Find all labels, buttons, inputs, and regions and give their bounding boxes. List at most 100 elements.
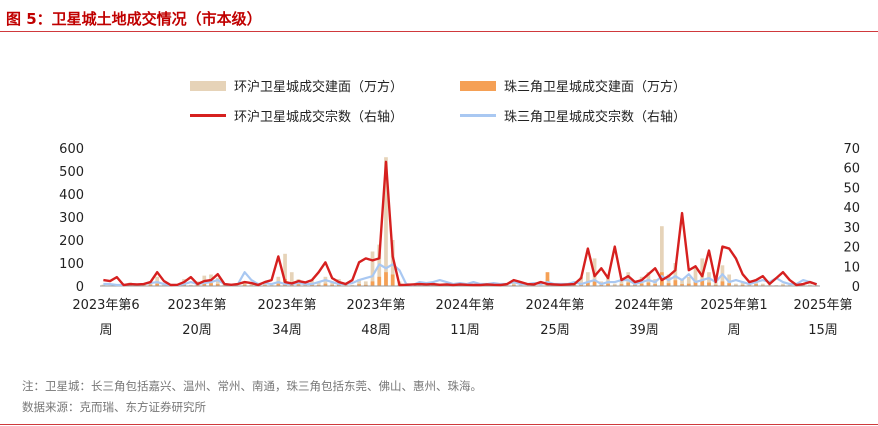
bar-prd-area bbox=[310, 284, 314, 286]
bar-yrd-area bbox=[357, 279, 361, 286]
bar-yrd-area bbox=[781, 283, 785, 286]
footnote: 注：卫星城：长三角包括嘉兴、温州、常州、南通，珠三角包括东莞、佛山、惠州、珠海。 bbox=[22, 379, 482, 393]
x-axis-tick-label: 2025年第 bbox=[793, 298, 852, 313]
bar-prd-area bbox=[384, 272, 388, 286]
bar-prd-area bbox=[363, 284, 368, 286]
bar-prd-area bbox=[700, 280, 705, 286]
bar-prd-area bbox=[673, 280, 678, 286]
left-axis-tick-label: 0 bbox=[76, 280, 84, 295]
bar-yrd-area bbox=[619, 279, 624, 286]
bar-prd-area bbox=[215, 284, 220, 286]
bar-yrd-area bbox=[263, 282, 267, 286]
legend-swatch-yrd-count bbox=[190, 114, 226, 117]
right-axis-tick-label: 0 bbox=[852, 280, 860, 295]
left-axis-tick-label: 600 bbox=[59, 142, 84, 157]
x-axis-tick-label: 34周 bbox=[272, 323, 302, 338]
right-axis-tick-label: 50 bbox=[843, 181, 860, 196]
bar-yrd-area bbox=[760, 283, 765, 286]
x-axis-tick-label: 周 bbox=[727, 323, 740, 338]
legend-label-prd-area: 珠三角卫星城成交建面（万方） bbox=[504, 80, 687, 95]
bar-prd-area bbox=[633, 284, 637, 286]
bar-prd-area bbox=[713, 284, 718, 286]
bar-yrd-area bbox=[363, 281, 368, 286]
bar-prd-area bbox=[666, 283, 671, 286]
bar-yrd-area bbox=[740, 281, 745, 286]
bar-prd-area bbox=[727, 283, 732, 286]
legend-label-prd-count: 珠三角卫星城成交宗数（右轴） bbox=[504, 110, 687, 125]
bar-yrd-area bbox=[249, 283, 254, 286]
bar-prd-area bbox=[545, 272, 550, 286]
bar-yrd-area bbox=[767, 284, 772, 286]
legend-swatch-prd-area bbox=[460, 80, 496, 91]
bar-yrd-area bbox=[660, 226, 664, 286]
line-series-yrd-count bbox=[103, 160, 818, 287]
x-axis-tick-label: 2023年第 bbox=[346, 298, 405, 313]
bar-yrd-area bbox=[390, 240, 395, 286]
x-axis-tick-label: 2024年第 bbox=[614, 298, 673, 313]
bar-yrd-area bbox=[316, 282, 321, 286]
bar-prd-area bbox=[686, 283, 691, 286]
left-axis-tick-label: 100 bbox=[59, 257, 84, 272]
right-axis-tick-label: 60 bbox=[843, 162, 860, 177]
bar-prd-area bbox=[323, 283, 328, 286]
x-axis-tick-label: 15周 bbox=[808, 323, 838, 338]
right-axis-ticks: 0 10 20 30 40 50 60 70 bbox=[843, 142, 860, 295]
bar-prd-area bbox=[276, 283, 281, 286]
bar-yrd-area bbox=[606, 274, 610, 286]
legend-swatch-yrd-area bbox=[190, 80, 226, 91]
bar-prd-area bbox=[680, 284, 684, 286]
bottom-divider bbox=[0, 424, 878, 425]
x-axis-tick-label: 2025年第1 bbox=[700, 298, 767, 313]
legend-label-yrd-area: 环沪卫星城成交建面（万方） bbox=[234, 80, 404, 95]
bar-prd-area bbox=[202, 283, 207, 286]
x-axis-tick-label: 20周 bbox=[182, 323, 212, 338]
legend-item-yrd-count: 环沪卫星城成交宗数（右轴） bbox=[190, 106, 403, 125]
bar-prd-area bbox=[370, 281, 375, 286]
bar-prd-area bbox=[209, 283, 213, 286]
bar-prd-area bbox=[586, 282, 590, 286]
bar-yrd-area bbox=[330, 281, 334, 286]
bar-yrd-area bbox=[511, 281, 516, 286]
x-axis-ticks: 2023年第6 周 2023年第 20周 2023年第 34周 2023年第 48周 2024年… bbox=[72, 298, 852, 338]
x-axis-tick-label: 2023年第 bbox=[167, 298, 226, 313]
x-axis-tick-label: 11周 bbox=[450, 323, 480, 338]
title-divider bbox=[0, 31, 878, 32]
bar-yrd-area bbox=[101, 284, 106, 286]
bar-yrd-area bbox=[215, 277, 220, 286]
line-yrd-count bbox=[103, 160, 818, 287]
bar-yrd-area bbox=[289, 272, 294, 286]
x-axis-tick-label: 2024年第 bbox=[525, 298, 584, 313]
bar-prd-area bbox=[592, 281, 597, 286]
legend-item-prd-area: 珠三角卫星城成交建面（万方） bbox=[460, 76, 686, 95]
x-axis-tick-label: 48周 bbox=[361, 323, 391, 338]
right-axis-tick-label: 20 bbox=[843, 241, 860, 256]
bar-prd-area bbox=[599, 284, 604, 286]
bar-prd-area bbox=[754, 284, 758, 286]
bar-yrd-area bbox=[370, 251, 375, 286]
bar-prd-area bbox=[330, 284, 334, 286]
bar-prd-area bbox=[296, 284, 301, 286]
bar-prd-area bbox=[128, 284, 133, 286]
legend-label-yrd-count: 环沪卫星城成交宗数（右轴） bbox=[234, 110, 404, 125]
bar-yrd-area bbox=[188, 284, 193, 286]
bar-yrd-area bbox=[269, 284, 274, 286]
bar-yrd-area bbox=[323, 276, 328, 286]
left-axis-tick-label: 300 bbox=[59, 211, 84, 226]
bar-yrd-area bbox=[808, 284, 812, 286]
data-source: 数据来源：克而瑞、东方证券研究所 bbox=[22, 400, 206, 414]
x-axis-tick-label: 39周 bbox=[629, 323, 659, 338]
bar-yrd-area bbox=[579, 276, 583, 286]
bar-yrd-area bbox=[673, 263, 678, 286]
x-axis-tick-label: 周 bbox=[99, 323, 112, 338]
bar-yrd-area bbox=[693, 267, 698, 286]
bar-yrd-area bbox=[713, 281, 718, 286]
right-axis-tick-label: 30 bbox=[843, 221, 860, 236]
x-axis-tick-label: 25周 bbox=[540, 323, 570, 338]
bar-yrd-area bbox=[680, 279, 684, 286]
bar-prd-area bbox=[511, 284, 516, 286]
bar-prd-area bbox=[693, 281, 698, 286]
bar-prd-area bbox=[390, 274, 395, 286]
x-axis-tick-label: 2023年第 bbox=[257, 298, 316, 313]
bar-yrd-area bbox=[686, 276, 691, 286]
